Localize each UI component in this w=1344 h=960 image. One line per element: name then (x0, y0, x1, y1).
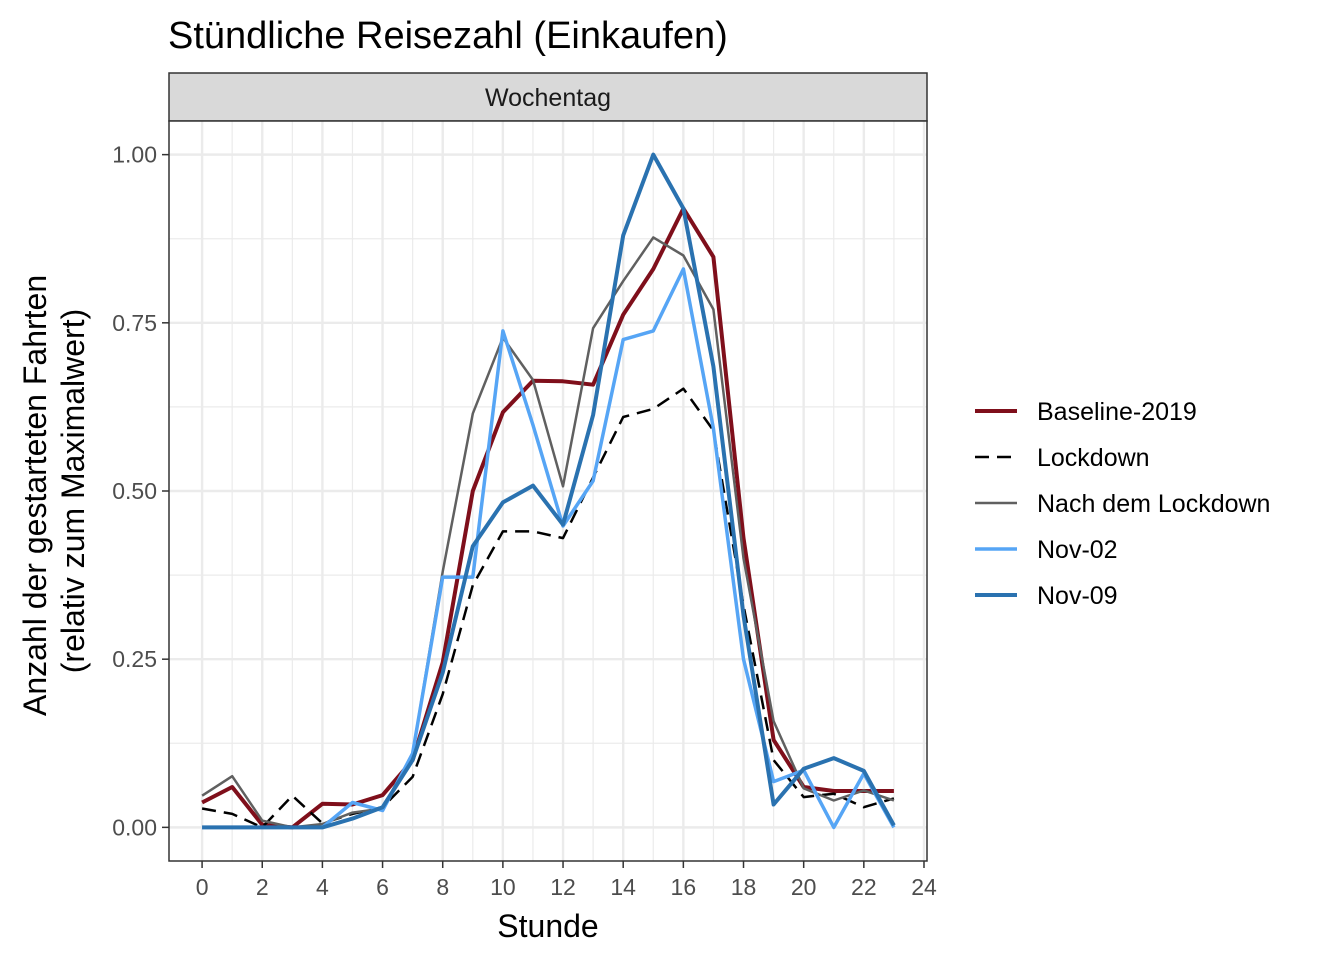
x-tick-label: 24 (911, 874, 937, 900)
y-axis-title: Anzahl der gestarteten Fahrten (relativ … (17, 266, 91, 716)
series-line-lockdown (201, 387, 895, 829)
facet-label: Wochentag (485, 84, 611, 112)
y-tick-label: 0.00 (112, 814, 157, 840)
chart-title: Stündliche Reisezahl (Einkaufen) (168, 15, 728, 57)
y-tick-label: 0.50 (112, 478, 157, 504)
series-lines (201, 152, 896, 830)
x-tick-label: 16 (671, 874, 697, 900)
x-axis: 0 2 4 6 8 10 12 14 16 18 20 22 24 (196, 861, 937, 900)
y-tick-label: 1.00 (112, 142, 157, 168)
legend-label: Baseline-2019 (1037, 398, 1197, 426)
legend-label: Nov-09 (1037, 582, 1118, 610)
x-tick-label: 14 (610, 874, 636, 900)
x-tick-label: 10 (490, 874, 516, 900)
x-tick-label: 12 (550, 874, 576, 900)
x-tick-label: 6 (376, 874, 389, 900)
y-axis-title-line1: Anzahl der gestarteten Fahrten (17, 275, 53, 716)
x-axis-title: Stunde (497, 908, 598, 944)
x-tick-label: 0 (196, 874, 209, 900)
series-line-baseline-2019 (201, 206, 894, 830)
legend-item: Lockdown (975, 444, 1150, 472)
x-tick-label: 22 (851, 874, 877, 900)
y-axis-title-line2: (relativ zum Maximalwert) (55, 309, 91, 673)
x-tick-label: 8 (436, 874, 449, 900)
legend-item: Nach dem Lockdown (975, 490, 1270, 518)
series-line-nov-09 (202, 152, 896, 830)
x-tick-label: 2 (256, 874, 269, 900)
legend-label: Lockdown (1037, 444, 1150, 472)
x-tick-label: 18 (731, 874, 757, 900)
legend-label: Nach dem Lockdown (1037, 490, 1270, 518)
legend-item: Baseline-2019 (975, 398, 1197, 426)
x-tick-label: 4 (316, 874, 329, 900)
legend-item: Nov-09 (975, 582, 1118, 610)
facet-strip (168, 72, 928, 122)
legend-label: Nov-02 (1037, 536, 1118, 564)
y-tick-label: 0.25 (112, 646, 157, 672)
y-axis: 0.00 0.25 0.50 0.75 1.00 (112, 142, 169, 840)
y-tick-label: 0.75 (112, 310, 157, 336)
legend-item: Nov-02 (975, 536, 1118, 564)
legend: Baseline-2019 Lockdown Nach dem Lockdown No… (975, 398, 1270, 610)
x-tick-label: 20 (791, 874, 817, 900)
series-line-nach-dem-lockdown (201, 236, 895, 829)
